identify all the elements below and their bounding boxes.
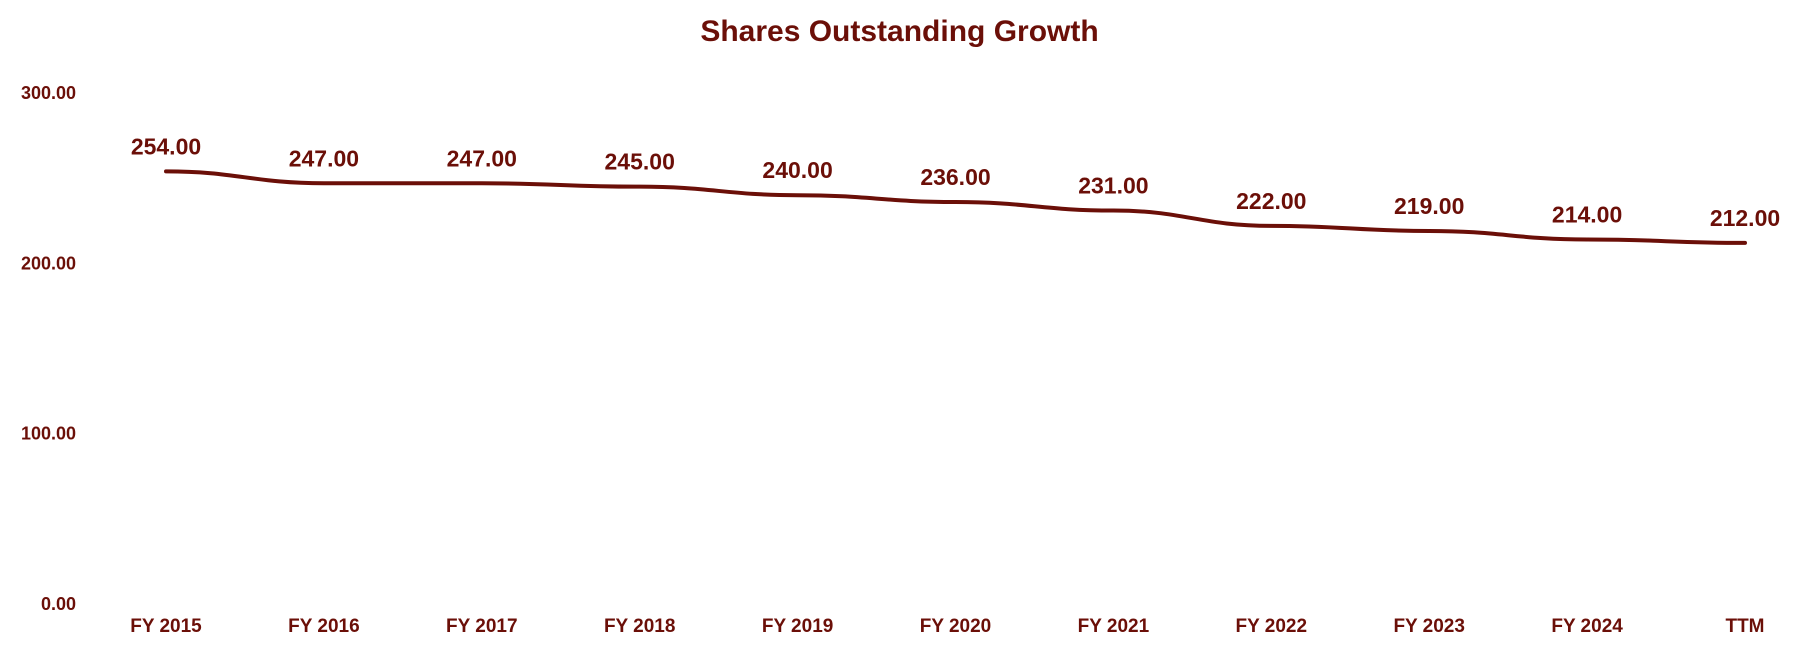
x-tick-label: FY 2019 [762, 616, 833, 637]
data-label: 222.00 [1236, 188, 1306, 214]
series-line [164, 169, 1747, 245]
y-tick-label: 200.00 [21, 253, 76, 273]
x-tick-label: FY 2024 [1551, 616, 1623, 637]
data-label: 240.00 [762, 157, 832, 183]
x-tick-label: FY 2020 [920, 616, 991, 637]
x-tick-label: FY 2022 [1236, 616, 1307, 637]
data-label: 214.00 [1552, 201, 1622, 227]
x-tick-label: FY 2018 [604, 616, 675, 637]
x-tick-label: FY 2016 [288, 616, 359, 637]
y-tick-label: 0.00 [41, 594, 76, 614]
chart-title: Shares Outstanding Growth [700, 15, 1099, 48]
y-tick-label: 100.00 [21, 424, 76, 444]
data-label: 212.00 [1710, 205, 1780, 231]
x-tick-label: FY 2023 [1393, 616, 1464, 637]
x-tick-label: FY 2017 [446, 616, 517, 637]
x-tick-label: TTM [1725, 616, 1764, 637]
data-label: 247.00 [447, 145, 517, 171]
data-label: 231.00 [1078, 173, 1148, 199]
x-tick-label: FY 2021 [1078, 616, 1150, 637]
data-label: 254.00 [131, 133, 201, 159]
x-tick-label: FY 2015 [130, 616, 202, 637]
data-label: 219.00 [1394, 193, 1464, 219]
data-label: 245.00 [605, 149, 675, 175]
series-line-group [164, 169, 1747, 245]
data-labels: 254.00 247.00 247.00 245.00 240.00 236.00 231.… [131, 133, 1780, 231]
data-label: 247.00 [289, 145, 359, 171]
y-tick-label: 300.00 [21, 83, 76, 103]
x-axis-ticks: FY 2015 FY 2016 FY 2017 FY 2018 FY 2019 FY 20… [130, 616, 1764, 637]
data-label: 236.00 [920, 164, 990, 190]
y-axis-ticks: 0.00 100.00 200.00 300.00 [21, 83, 76, 614]
